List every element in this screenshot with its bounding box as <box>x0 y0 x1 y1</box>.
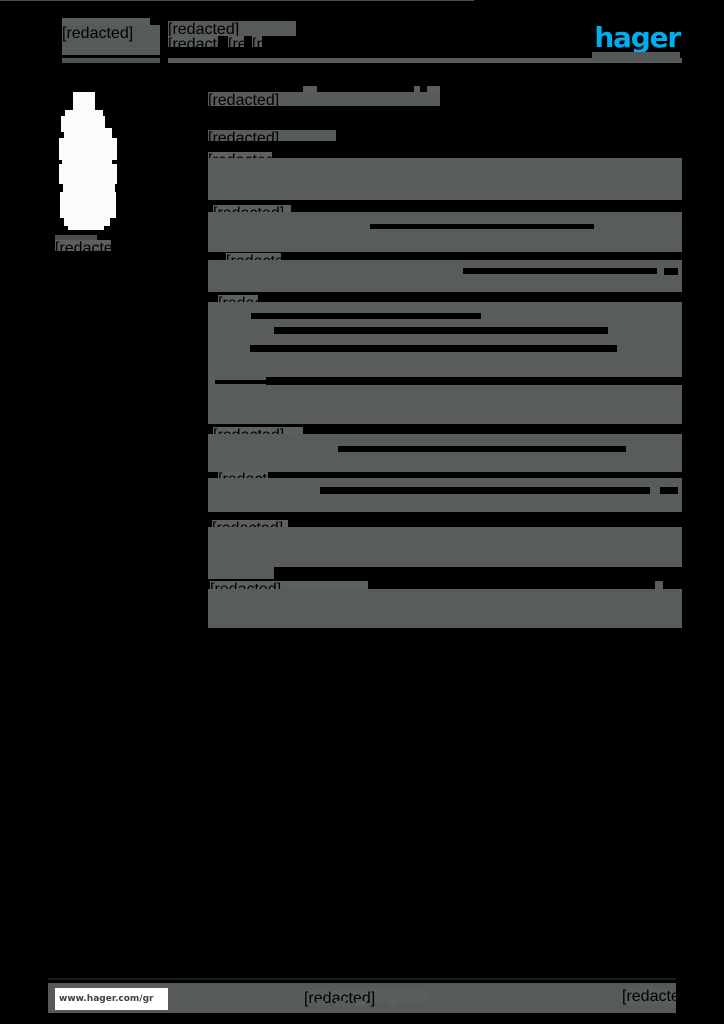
product-caption-ascender <box>55 235 97 240</box>
product-image <box>57 88 125 236</box>
spec-section-8-header: [redacted] <box>212 520 288 537</box>
header-product-description-line3: [redacted] <box>228 36 300 53</box>
spec-section-6-row-1-dotleader <box>338 446 626 452</box>
spec-section-7-row-1-dotleader <box>320 487 650 494</box>
footer-center-descender-3 <box>356 1001 366 1007</box>
page-title: [redacted] <box>208 92 440 109</box>
page-title-ascender-2 <box>414 86 420 93</box>
spec-section-4-row-3-dotleader <box>250 345 617 352</box>
spec-section-3-row-1-dotleader <box>463 268 657 274</box>
page-title-ascender-1 <box>303 86 317 93</box>
header-divider <box>168 58 682 63</box>
footer-center-descender-4 <box>389 1001 398 1007</box>
spec-section-2-bullet-1 <box>208 215 215 222</box>
spec-section-5-bullet-1 <box>208 378 215 385</box>
spec-section-4-bullet-2 <box>208 316 215 323</box>
hager-logo: hager <box>586 21 681 54</box>
spec-section-3-bullet-1 <box>208 262 215 269</box>
spec-section-2-bullet-2 <box>208 226 215 233</box>
footer-center-descender-1 <box>317 1001 325 1007</box>
spec-section-6-bullet-1 <box>208 438 215 445</box>
header-product-code: [redacted] <box>62 25 160 55</box>
page-header: [redacted] [redacted] [redacted] [redact… <box>0 0 724 78</box>
spec-section-6 <box>208 434 682 472</box>
spec-section-7-header: [redacted] <box>218 471 289 488</box>
spec-section-8-row-2 <box>208 567 274 579</box>
spec-section-5 <box>208 384 682 424</box>
page-subtitle: [redacted] <box>208 130 336 147</box>
spec-section-4-bullet-5 <box>208 350 215 357</box>
spec-section-7 <box>208 478 682 512</box>
hager-logo-text: hager <box>594 21 681 54</box>
spec-section-7-bullet-1 <box>208 481 215 488</box>
header-product-description-line4: [redacted] <box>252 36 324 53</box>
product-caption: [redacted] <box>55 240 127 257</box>
spec-section-9 <box>208 589 682 628</box>
footer-center-descender-2 <box>336 1001 345 1007</box>
spec-section-8 <box>208 527 682 567</box>
spec-section-4-bullet-1 <box>208 306 215 313</box>
footer-url[interactable]: www.hager.com/gr <box>55 988 168 1010</box>
header-product-description-line1: [redacted] <box>168 21 296 38</box>
spec-section-4-row-2-dotleader <box>274 327 608 334</box>
spec-section-4-bullet-3 <box>208 328 215 335</box>
footer-url-text: www.hager.com/gr <box>59 994 154 1004</box>
spec-section-4-row-1-dotleader <box>251 313 481 319</box>
spec-section-3-header: [redacted] <box>226 253 297 270</box>
footer-page-number: [redacted] <box>622 988 694 1005</box>
spec-section-2-row-2-dotleader <box>370 224 594 229</box>
header-product-description-line2: [redacted] <box>168 36 240 53</box>
spec-section-5-row-1-dotleader <box>266 377 682 385</box>
page-title-ascender-3 <box>427 86 440 93</box>
spec-section-2 <box>208 212 682 252</box>
spec-section-1-row-1-value <box>0 0 474 1</box>
spec-section-3-notch <box>664 268 678 275</box>
spec-section-7-notch <box>660 487 678 494</box>
spec-section-3 <box>208 260 682 292</box>
spec-section-6-bullet-2 <box>208 449 215 456</box>
spec-section-9-header-notch <box>655 581 663 589</box>
spec-section-2-bullet-3 <box>208 237 215 244</box>
header-product-code-ascender <box>62 18 150 27</box>
logo-underline-redaction <box>592 52 680 61</box>
spec-section-9-header: [redacted] <box>210 581 368 598</box>
header-divider-left <box>62 58 160 63</box>
spec-section-1 <box>208 158 682 200</box>
spec-section-4-bullet-4 <box>208 339 215 346</box>
footer-divider <box>48 978 676 980</box>
